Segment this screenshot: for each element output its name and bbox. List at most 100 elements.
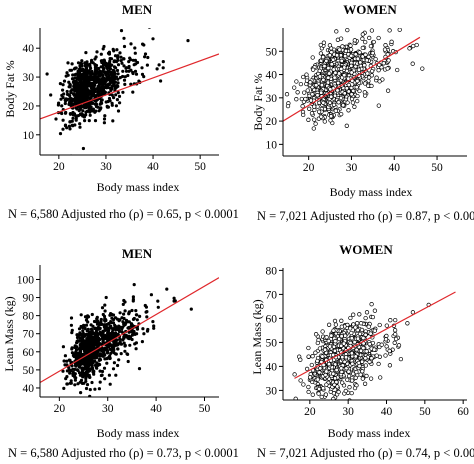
data-point — [308, 98, 314, 103]
data-point — [99, 86, 103, 90]
y-tick-label: 60 — [23, 347, 35, 359]
data-point — [114, 104, 118, 108]
data-point — [131, 317, 136, 321]
data-point — [309, 111, 315, 116]
data-point — [327, 53, 332, 58]
data-point — [85, 63, 89, 67]
data-point — [91, 370, 95, 374]
data-point — [317, 68, 322, 73]
data-point — [116, 327, 121, 331]
data-point — [57, 101, 61, 105]
data-point — [120, 61, 124, 65]
data-point — [360, 36, 365, 41]
data-point — [101, 337, 106, 341]
x-tick-label: 60 — [457, 406, 469, 418]
data-point — [387, 28, 392, 33]
data-point — [83, 87, 87, 92]
data-point — [306, 117, 311, 122]
data-point — [374, 75, 379, 80]
data-point — [367, 359, 372, 364]
data-point — [91, 107, 95, 111]
data-point — [103, 71, 107, 75]
data-point — [339, 343, 344, 348]
data-point — [107, 69, 111, 73]
data-point — [66, 61, 70, 65]
data-point — [128, 56, 132, 60]
data-point — [323, 372, 328, 378]
data-point — [93, 102, 97, 106]
data-point — [84, 386, 89, 391]
data-point — [97, 80, 101, 85]
data-point — [129, 42, 133, 46]
data-point — [132, 329, 136, 334]
data-point — [312, 104, 317, 109]
data-point — [86, 374, 90, 378]
data-point — [128, 343, 132, 347]
panel-title: MEN — [122, 2, 153, 17]
data-point — [374, 353, 379, 358]
x-axis-label: Body mass index — [97, 426, 180, 440]
data-point — [98, 369, 102, 373]
data-point — [121, 338, 125, 342]
data-point — [145, 315, 149, 319]
data-point — [392, 340, 397, 345]
data-point — [79, 378, 84, 382]
y-tick-label: 100 — [17, 274, 35, 286]
panel-title: WOMEN — [339, 242, 393, 257]
data-point — [85, 67, 89, 71]
data-point — [362, 381, 368, 386]
data-point — [71, 124, 75, 128]
data-point — [116, 58, 120, 62]
data-point — [75, 339, 79, 343]
data-point — [315, 377, 320, 382]
data-point — [90, 332, 94, 336]
data-point — [135, 327, 140, 331]
data-point — [135, 318, 139, 322]
data-point — [121, 302, 125, 306]
data-point — [112, 84, 116, 88]
data-point — [120, 330, 124, 334]
data-point — [96, 93, 101, 97]
data-point — [107, 345, 111, 349]
data-point — [173, 299, 177, 303]
data-point — [346, 108, 351, 113]
data-point — [86, 315, 91, 319]
data-point — [93, 110, 97, 114]
data-point — [77, 74, 81, 78]
data-point — [142, 332, 146, 336]
data-point — [320, 354, 325, 359]
data-point — [134, 347, 138, 351]
data-point — [92, 83, 96, 87]
data-point — [341, 341, 347, 346]
data-point — [307, 106, 312, 111]
data-point — [83, 78, 87, 82]
data-point — [70, 351, 74, 355]
data-point — [68, 85, 72, 89]
stats-caption: N = 7,021 Adjusted rho (ρ) = 0.87, p < 0… — [257, 209, 474, 223]
data-point — [133, 46, 137, 50]
y-tick-label: 50 — [266, 337, 278, 349]
data-point — [82, 361, 86, 365]
data-point — [82, 70, 86, 74]
data-point — [346, 82, 351, 88]
data-point — [88, 110, 92, 114]
data-point — [326, 65, 331, 71]
scatter-points — [45, 28, 190, 155]
data-point — [393, 317, 398, 323]
data-point — [95, 50, 99, 54]
data-point — [336, 71, 342, 76]
data-point — [339, 66, 344, 72]
data-point — [340, 355, 345, 360]
data-point — [68, 120, 72, 124]
data-point — [114, 75, 118, 79]
data-point — [108, 342, 112, 346]
data-point — [165, 287, 169, 291]
data-point — [125, 352, 129, 356]
data-point — [96, 338, 100, 342]
y-tick-label: 90 — [23, 293, 35, 305]
data-point — [371, 39, 376, 45]
data-point — [143, 55, 147, 59]
data-point — [322, 119, 327, 124]
data-point — [353, 354, 358, 359]
data-point — [90, 348, 94, 352]
